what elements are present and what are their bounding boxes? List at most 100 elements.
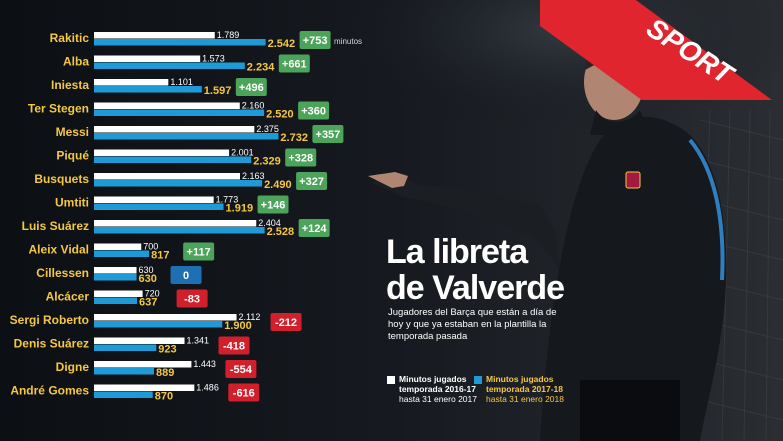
bar-2016-17 xyxy=(94,243,142,250)
player-label: Piqué xyxy=(56,149,89,163)
value-label-2017-18: 630 xyxy=(139,273,157,285)
value-label-2016-17: 2.001 xyxy=(231,148,254,158)
difference-label: +327 xyxy=(299,176,324,188)
subtitle: Jugadores del Barça que están a día de h… xyxy=(388,307,557,342)
value-label-2016-17: 630 xyxy=(139,265,154,275)
bar-2016-17 xyxy=(94,361,192,368)
difference-badge xyxy=(170,266,202,284)
value-label-2017-18: 1.900 xyxy=(224,320,252,332)
legend-1-line2: temporada 2016-17 xyxy=(399,384,477,394)
bar-2016-17 xyxy=(94,384,195,391)
difference-label: -212 xyxy=(275,317,297,329)
difference-label: +661 xyxy=(282,59,307,71)
page-title: La libreta de Valverde xyxy=(386,234,565,307)
unit-label: minutos xyxy=(334,37,363,46)
player-label: Digne xyxy=(56,360,90,374)
bar-2016-17 xyxy=(94,220,257,227)
value-label-2017-18: 889 xyxy=(156,367,174,379)
bar-2016-17 xyxy=(94,267,137,274)
player-label: Cillessen xyxy=(36,266,89,280)
value-label-2017-18: 923 xyxy=(158,344,176,356)
difference-label: -554 xyxy=(230,364,253,376)
player-label: Alcácer xyxy=(46,290,90,304)
chart-row: André Gomes 1.486 870 -616 xyxy=(10,383,260,403)
value-label-2016-17: 1.486 xyxy=(196,383,219,393)
legend-2-line3: hasta 31 enero 2018 xyxy=(486,394,564,404)
value-label-2016-17: 2.404 xyxy=(258,218,281,228)
difference-label: +496 xyxy=(239,82,264,94)
bar-2017-18 xyxy=(94,180,263,187)
bar-2016-17 xyxy=(94,314,237,321)
bar-2017-18 xyxy=(94,321,223,328)
value-label-2017-18: 2.490 xyxy=(264,179,292,191)
value-label-2017-18: 1.919 xyxy=(226,203,254,215)
player-label: Ter Stegen xyxy=(28,102,89,116)
value-label-2016-17: 1.573 xyxy=(202,54,225,64)
difference-badge xyxy=(298,219,330,237)
difference-label: +146 xyxy=(261,200,286,212)
value-label-2017-18: 2.234 xyxy=(247,62,275,74)
difference-label: 0 xyxy=(183,270,189,282)
difference-label: +117 xyxy=(187,247,211,259)
difference-label: +753 xyxy=(303,35,328,47)
legend-2-line2: temporada 2017-18 xyxy=(486,384,564,394)
bar-2017-18 xyxy=(94,86,202,93)
bar-2017-18 xyxy=(94,297,137,304)
difference-badge xyxy=(298,101,330,120)
bar-2016-17 xyxy=(94,173,241,180)
legend-2-title: Minutos jugados xyxy=(486,374,554,384)
difference-badge xyxy=(183,242,215,261)
bar-2017-18 xyxy=(94,203,224,210)
value-label-2017-18: 1.597 xyxy=(204,85,232,97)
player-label: Aleix Vidal xyxy=(29,243,89,257)
legend-1-line3: hasta 31 enero 2017 xyxy=(399,394,477,404)
value-label-2016-17: 720 xyxy=(145,289,160,299)
player-label: Iniesta xyxy=(51,78,89,92)
value-label-2017-18: 637 xyxy=(139,297,157,309)
value-label-2017-18: 2.520 xyxy=(266,109,294,121)
sport-logo-banner: SPORT xyxy=(540,0,772,100)
player-label: Luis Suárez xyxy=(22,219,89,233)
difference-label: -616 xyxy=(233,388,255,400)
difference-badge xyxy=(285,148,317,167)
player-label: Umtiti xyxy=(55,196,89,210)
value-label-2016-17: 700 xyxy=(143,242,158,252)
value-label-2016-17: 2.163 xyxy=(242,171,265,181)
difference-badge xyxy=(278,54,310,73)
value-label-2017-18: 817 xyxy=(151,250,169,262)
bar-2017-18 xyxy=(94,391,153,398)
difference-label: +357 xyxy=(316,129,341,141)
legend-swatch-white xyxy=(387,376,395,384)
difference-badge xyxy=(235,78,267,96)
difference-badge xyxy=(270,313,302,331)
bar-2016-17 xyxy=(94,149,230,156)
bar-2017-18 xyxy=(94,133,279,140)
difference-badge xyxy=(228,383,260,402)
value-label-2017-18: 2.528 xyxy=(267,226,295,238)
bar-2017-18 xyxy=(94,109,265,116)
title-line-2: de Valverde xyxy=(386,269,565,307)
legend-1-title: Minutos jugados xyxy=(399,374,467,384)
difference-badge xyxy=(218,336,250,355)
value-label-2017-18: 2.329 xyxy=(253,156,281,168)
value-label-2017-18: 870 xyxy=(155,391,173,403)
player-label: Denis Suárez xyxy=(14,337,89,351)
difference-label: -83 xyxy=(184,294,200,306)
player-label: Sergi Roberto xyxy=(10,313,89,327)
bar-2017-18 xyxy=(94,344,157,351)
player-label: Messi xyxy=(56,125,89,139)
player-label: Rakitic xyxy=(50,31,90,45)
difference-badge xyxy=(257,195,289,214)
bar-2016-17 xyxy=(94,196,214,203)
bar-2017-18 xyxy=(94,62,245,69)
difference-label: +124 xyxy=(302,223,328,235)
